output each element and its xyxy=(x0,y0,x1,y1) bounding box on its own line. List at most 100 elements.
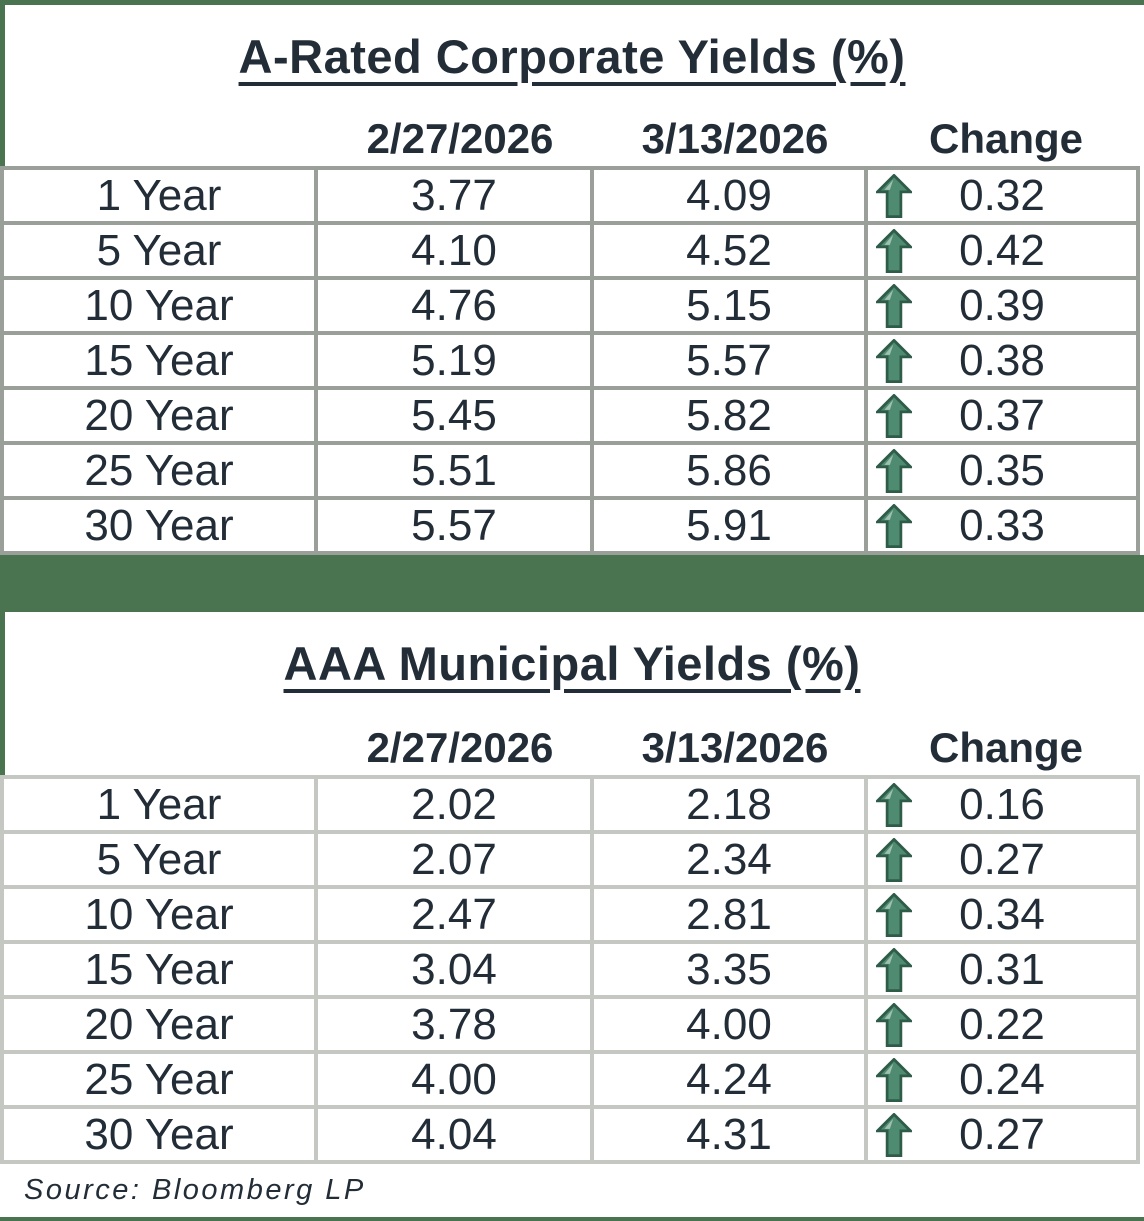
corporate-yields-table: 1 Year 3.77 4.09 0.32 5 Year 4.10 4 xyxy=(0,166,1140,555)
up-arrow-icon xyxy=(876,892,912,937)
change-value: 0.35 xyxy=(959,445,1045,495)
change-cell: 0.35 xyxy=(868,445,1136,496)
change-value: 0.27 xyxy=(959,834,1045,884)
change-value: 0.31 xyxy=(959,944,1045,994)
column-headers: 2/27/2026 3/13/2026 Change xyxy=(0,723,1140,771)
up-arrow-icon xyxy=(876,1057,912,1102)
maturity-column-header xyxy=(0,116,322,162)
up-arrow-icon xyxy=(876,448,912,493)
prev-yield-value: 3.04 xyxy=(318,944,590,995)
up-arrow-icon xyxy=(876,393,912,438)
curr-date-header: 3/13/2026 xyxy=(641,114,829,162)
row-label: 20 Year xyxy=(4,999,314,1050)
change-value: 0.37 xyxy=(959,390,1045,440)
curr-yield-value: 4.09 xyxy=(594,170,864,221)
maturity-column-header xyxy=(0,725,322,771)
up-arrow-icon xyxy=(876,283,912,328)
change-cell: 0.42 xyxy=(868,225,1136,276)
row-label: 5 Year xyxy=(4,225,314,276)
municipal-yields-header: AAA Municipal Yields (%) 2/27/2026 3/13/… xyxy=(0,612,1144,775)
curr-yield-value: 2.18 xyxy=(594,779,864,830)
up-arrow-icon xyxy=(876,338,912,383)
prev-yield-value: 5.57 xyxy=(318,500,590,551)
up-arrow-icon xyxy=(876,173,912,218)
up-arrow-icon xyxy=(876,1112,912,1157)
curr-yield-value: 4.52 xyxy=(594,225,864,276)
curr-yield-value: 5.57 xyxy=(594,335,864,386)
up-arrow-icon xyxy=(876,837,912,882)
curr-yield-value: 2.81 xyxy=(594,889,864,940)
change-value: 0.27 xyxy=(959,1109,1045,1159)
up-arrow-icon xyxy=(876,782,912,827)
change-value: 0.42 xyxy=(959,225,1045,275)
change-cell: 0.32 xyxy=(868,170,1136,221)
corporate-yields-header: A-Rated Corporate Yields (%) 2/27/2026 3… xyxy=(0,5,1144,166)
curr-yield-value: 3.35 xyxy=(594,944,864,995)
prev-yield-value: 3.77 xyxy=(318,170,590,221)
prev-yield-value: 4.10 xyxy=(318,225,590,276)
corporate-yields-title: A-Rated Corporate Yields (%) xyxy=(238,30,906,83)
row-label: 25 Year xyxy=(4,445,314,496)
change-header: Change xyxy=(928,114,1083,162)
prev-yield-value: 2.47 xyxy=(318,889,590,940)
change-value: 0.24 xyxy=(959,1054,1045,1104)
row-label: 30 Year xyxy=(4,1109,314,1160)
change-value: 0.39 xyxy=(959,280,1045,330)
change-cell: 0.31 xyxy=(868,944,1136,995)
up-arrow-icon xyxy=(876,1002,912,1047)
change-value: 0.33 xyxy=(959,500,1045,550)
change-value: 0.16 xyxy=(959,779,1045,829)
up-arrow-icon xyxy=(876,947,912,992)
prev-yield-value: 2.02 xyxy=(318,779,590,830)
curr-yield-value: 5.15 xyxy=(594,280,864,331)
source-note: Source: Bloomberg LP xyxy=(0,1164,1140,1217)
up-arrow-icon xyxy=(876,503,912,548)
left-accent-bar xyxy=(0,612,5,775)
change-cell: 0.27 xyxy=(868,1109,1136,1160)
column-headers: 2/27/2026 3/13/2026 Change xyxy=(0,114,1140,162)
change-cell: 0.24 xyxy=(868,1054,1136,1105)
prev-date-header: 2/27/2026 xyxy=(366,114,554,162)
change-cell: 0.38 xyxy=(868,335,1136,386)
curr-yield-value: 5.86 xyxy=(594,445,864,496)
prev-yield-value: 4.76 xyxy=(318,280,590,331)
row-label: 30 Year xyxy=(4,500,314,551)
change-cell: 0.37 xyxy=(868,390,1136,441)
prev-yield-value: 5.45 xyxy=(318,390,590,441)
prev-yield-value: 5.51 xyxy=(318,445,590,496)
row-label: 5 Year xyxy=(4,834,314,885)
row-label: 1 Year xyxy=(4,170,314,221)
up-arrow-icon xyxy=(876,228,912,273)
change-cell: 0.39 xyxy=(868,280,1136,331)
row-label: 25 Year xyxy=(4,1054,314,1105)
bottom-accent-bar xyxy=(0,1217,1144,1221)
curr-yield-value: 4.24 xyxy=(594,1054,864,1105)
left-accent-bar xyxy=(0,5,5,166)
change-value: 0.32 xyxy=(959,170,1045,220)
curr-yield-value: 2.34 xyxy=(594,834,864,885)
prev-date-header: 2/27/2026 xyxy=(366,723,554,771)
curr-yield-value: 5.91 xyxy=(594,500,864,551)
prev-yield-value: 3.78 xyxy=(318,999,590,1050)
prev-yield-value: 4.04 xyxy=(318,1109,590,1160)
row-label: 10 Year xyxy=(4,889,314,940)
section-divider-band xyxy=(0,555,1144,612)
change-value: 0.38 xyxy=(959,335,1045,385)
change-cell: 0.16 xyxy=(868,779,1136,830)
curr-yield-value: 5.82 xyxy=(594,390,864,441)
row-label: 15 Year xyxy=(4,335,314,386)
row-label: 1 Year xyxy=(4,779,314,830)
change-header: Change xyxy=(928,723,1083,771)
change-cell: 0.27 xyxy=(868,834,1136,885)
change-value: 0.22 xyxy=(959,999,1045,1049)
row-label: 15 Year xyxy=(4,944,314,995)
prev-yield-value: 2.07 xyxy=(318,834,590,885)
municipal-yields-title: AAA Municipal Yields (%) xyxy=(283,637,861,690)
prev-yield-value: 5.19 xyxy=(318,335,590,386)
row-label: 20 Year xyxy=(4,390,314,441)
row-label: 10 Year xyxy=(4,280,314,331)
curr-yield-value: 4.31 xyxy=(594,1109,864,1160)
municipal-yields-table: 1 Year 2.02 2.18 0.16 5 Year 2.07 2 xyxy=(0,775,1140,1164)
top-accent-bar xyxy=(0,0,1144,5)
